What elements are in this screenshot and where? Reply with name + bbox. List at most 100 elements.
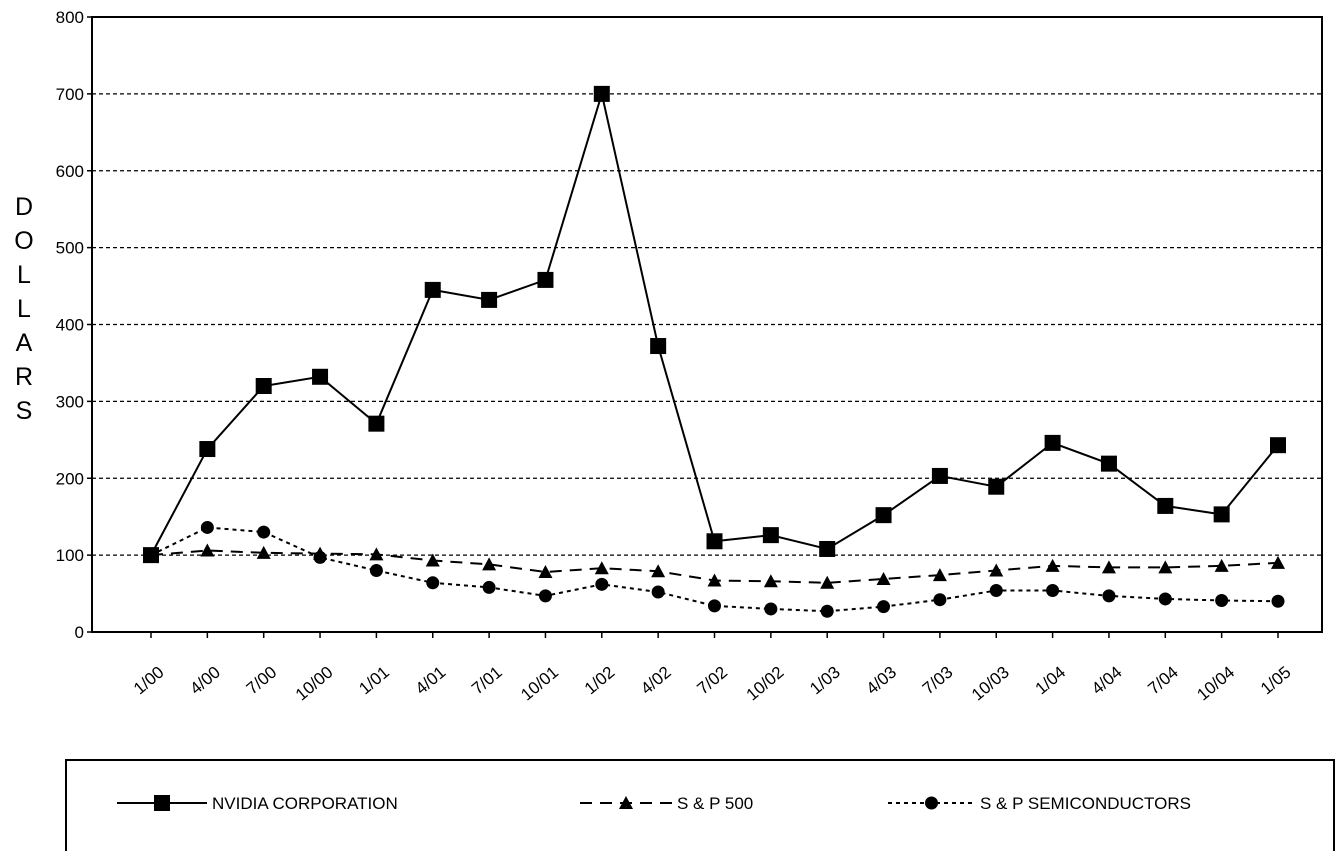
x-tick-label: 1/02	[581, 663, 619, 699]
data-point	[876, 571, 891, 585]
data-point	[368, 415, 385, 432]
data-point	[482, 580, 496, 594]
data-point	[255, 378, 272, 394]
data-point	[877, 600, 891, 614]
data-point	[708, 599, 721, 613]
legend-marker	[619, 796, 633, 809]
data-point	[1045, 558, 1060, 572]
data-point	[593, 85, 610, 102]
data-point	[1270, 437, 1286, 454]
data-point	[1100, 455, 1117, 472]
x-tick-label: 10/02	[743, 663, 788, 705]
data-point	[763, 574, 778, 588]
data-point	[595, 577, 609, 591]
y-tick-label: 500	[56, 239, 84, 258]
data-point	[1044, 434, 1061, 451]
data-point	[200, 520, 214, 534]
x-tick-label: 4/01	[412, 663, 450, 699]
data-point	[481, 291, 498, 308]
legend-label: S & P 500	[677, 794, 753, 813]
data-point	[369, 547, 384, 561]
y-tick-label: 100	[56, 546, 84, 565]
x-tick-label: 10/00	[292, 663, 337, 705]
data-point	[707, 573, 722, 587]
data-point	[764, 602, 778, 616]
y-tick-label: 400	[56, 316, 84, 335]
x-tick-label: 10/04	[1193, 663, 1238, 705]
data-point	[706, 533, 723, 550]
data-point	[989, 563, 1004, 577]
legend-label: NVIDIA CORPORATION	[212, 794, 398, 813]
x-tick-label: 1/03	[806, 663, 844, 699]
x-tick-label: 4/00	[186, 663, 224, 699]
data-point	[1158, 560, 1173, 574]
data-point	[1102, 589, 1116, 603]
y-tick-label: 700	[56, 85, 84, 104]
y-axis-ticks: 0 100 200 300 400 500 600 700 800	[56, 8, 92, 642]
data-point	[820, 575, 835, 589]
data-point	[650, 338, 667, 355]
y-tick-label: 300	[56, 392, 84, 411]
data-point	[1101, 560, 1116, 574]
x-tick-label: 4/02	[637, 663, 675, 699]
x-tick-label: 7/03	[919, 663, 957, 699]
x-tick-label: 4/03	[863, 663, 901, 699]
data-point	[143, 547, 159, 564]
data-point	[200, 543, 215, 557]
data-point	[369, 564, 383, 577]
data-point	[1213, 506, 1230, 523]
data-point	[1215, 593, 1229, 607]
data-point	[594, 561, 609, 575]
y-axis-label-letter: D	[15, 193, 33, 221]
data-point	[313, 546, 328, 560]
grid-lines	[92, 93, 1322, 556]
data-point	[762, 527, 779, 544]
data-point	[312, 368, 329, 385]
y-tick-label: 0	[75, 623, 84, 642]
y-axis-label-letter: R	[15, 363, 33, 391]
x-tick-label: 10/03	[968, 663, 1013, 705]
data-point	[199, 441, 216, 458]
legend-entry: S & P SEMICONDUCTORS	[888, 794, 1191, 813]
data-point	[875, 507, 892, 524]
data-point	[482, 557, 497, 571]
data-point	[933, 593, 947, 607]
data-point	[538, 565, 553, 579]
legend-box	[65, 759, 1335, 851]
y-tick-label: 800	[56, 8, 84, 27]
y-tick-label: 600	[56, 162, 84, 181]
x-tick-label: 7/02	[694, 663, 732, 699]
x-tick-label: 1/04	[1032, 663, 1070, 699]
x-tick-label: 7/00	[243, 663, 281, 699]
y-axis-label-letter: A	[16, 329, 33, 357]
series-lines	[143, 85, 1286, 618]
data-point	[424, 281, 441, 298]
y-tick-label: 200	[56, 469, 84, 488]
x-tick-label: 7/04	[1144, 663, 1182, 699]
x-tick-label: 4/04	[1088, 663, 1126, 699]
x-axis-ticks: 1/00 4/00 7/00 10/00 1/01 4/01 7/01 10/01 1/02 4/…	[130, 632, 1295, 704]
legend-entry: NVIDIA CORPORATION	[117, 794, 398, 813]
legend-label: S & P SEMICONDUCTORS	[980, 794, 1191, 813]
legend-marker	[154, 795, 170, 811]
data-point	[1157, 497, 1174, 514]
x-tick-label: 7/01	[468, 663, 506, 699]
data-point	[932, 568, 947, 582]
data-point	[538, 589, 552, 603]
data-point	[1158, 592, 1172, 606]
legend-entry: S & P 500	[580, 794, 753, 813]
y-axis-label-letter: L	[17, 295, 31, 323]
data-point	[257, 525, 271, 539]
x-tick-label: 1/01	[355, 663, 393, 699]
data-point	[1271, 555, 1285, 569]
data-point	[931, 467, 948, 484]
data-point	[988, 478, 1005, 495]
y-axis-label-letter: L	[17, 261, 31, 289]
x-tick-label: 10/01	[517, 663, 562, 705]
series-line	[150, 526, 1279, 613]
data-point	[1271, 594, 1285, 608]
data-point	[651, 585, 665, 599]
series-0	[143, 85, 1286, 564]
data-point	[537, 271, 554, 288]
